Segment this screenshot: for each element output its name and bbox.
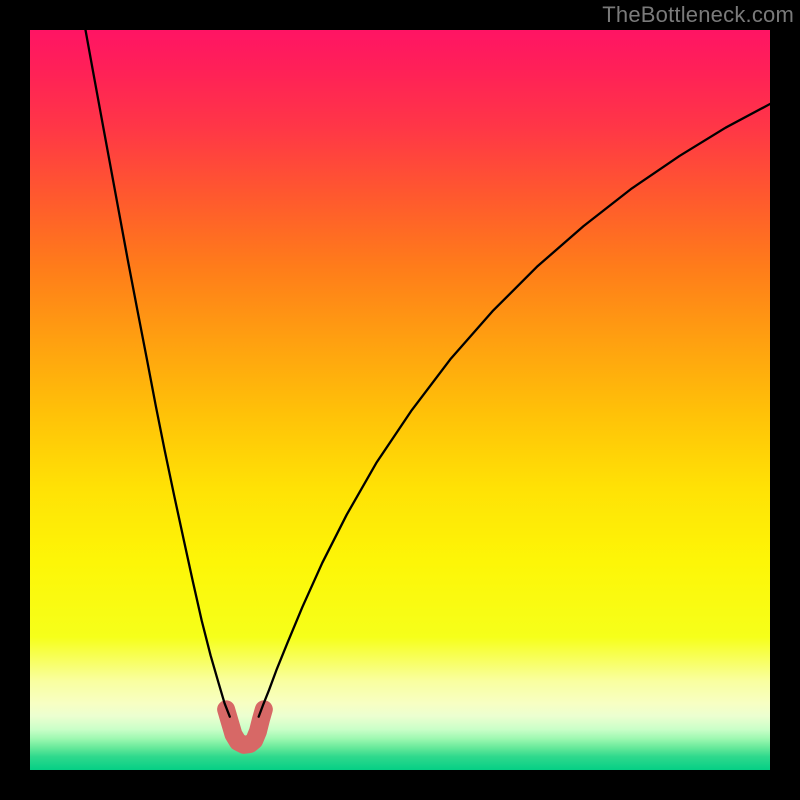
curve-left-branch (86, 30, 230, 717)
chart-curves-svg (30, 30, 770, 770)
bottom-u-marker (226, 709, 264, 745)
chart-plot-area (30, 30, 770, 770)
watermark-text: TheBottleneck.com (602, 2, 794, 28)
curve-right-branch (259, 104, 770, 717)
